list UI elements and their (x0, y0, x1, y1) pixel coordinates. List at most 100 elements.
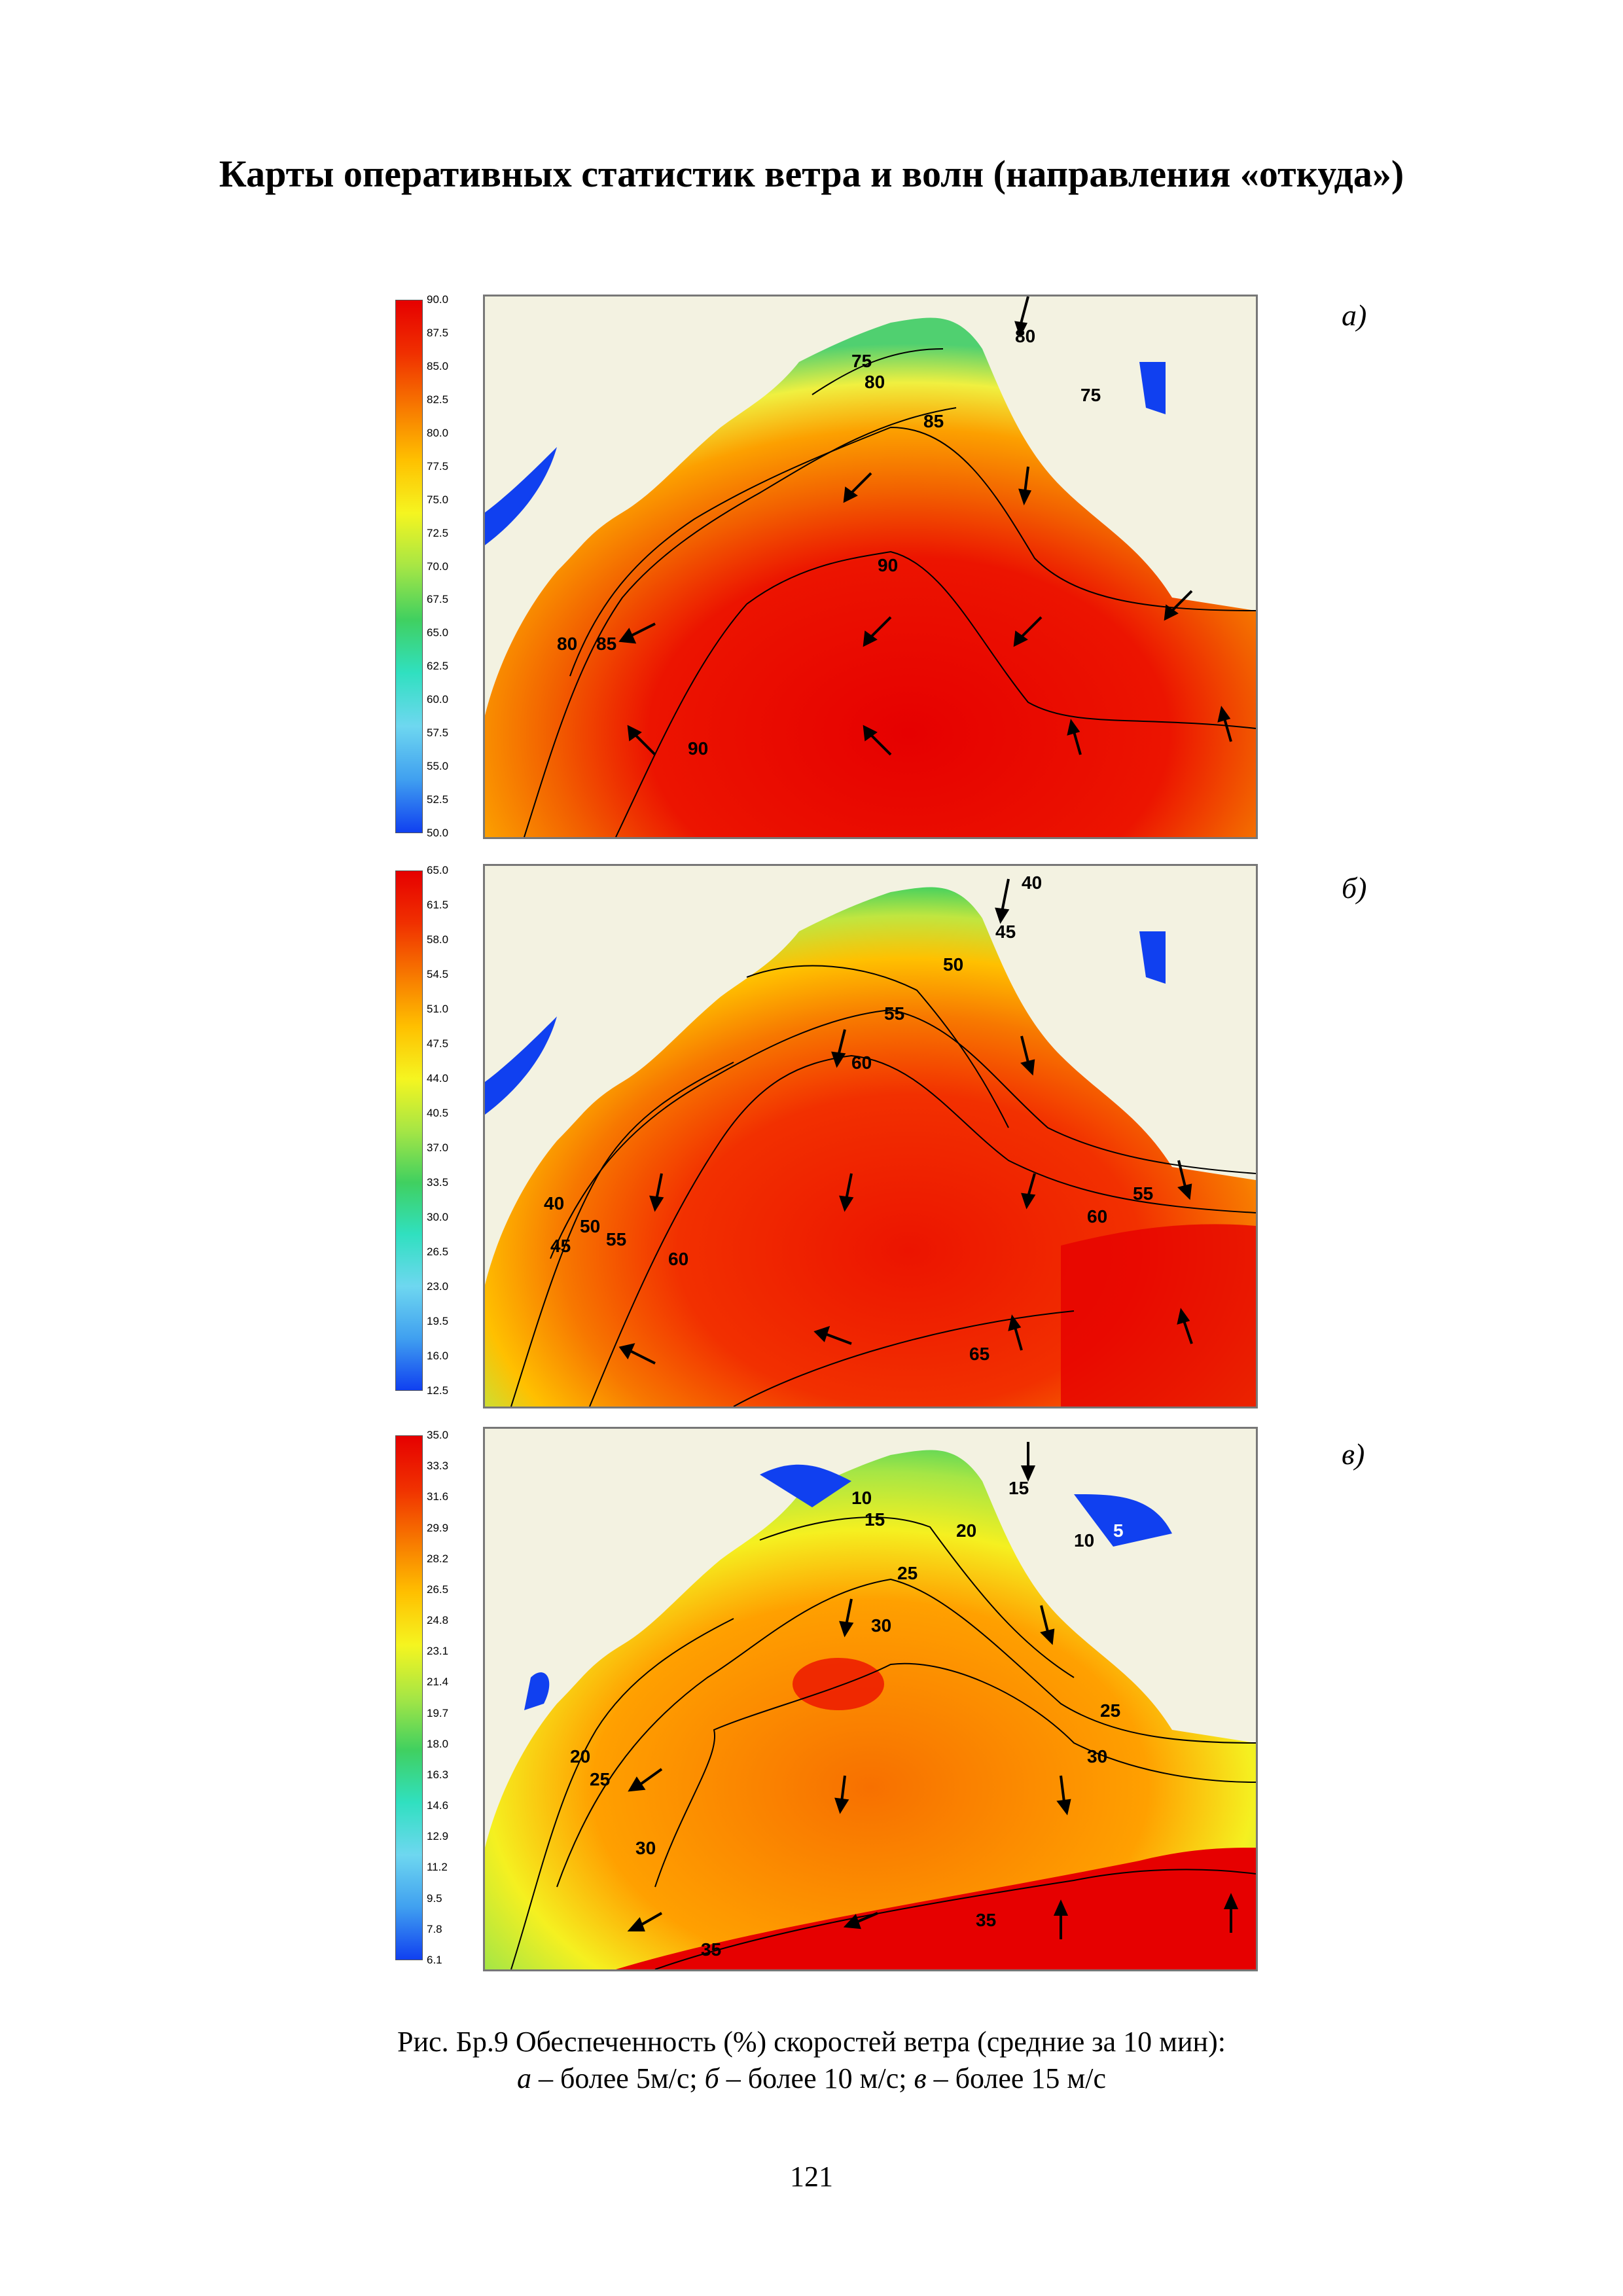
colorbar-tick-label: 28.2 (427, 1552, 449, 1565)
colorbar-tick-label: 90.0 (427, 293, 449, 306)
contour-label: 90 (688, 738, 708, 759)
contour-label: 60 (851, 1052, 872, 1073)
colorbar-tick-label: 12.9 (427, 1830, 449, 1843)
contour-label: 15 (1008, 1478, 1029, 1498)
contour-label: 80 (865, 372, 885, 392)
colorbar-tick-label: 19.7 (427, 1706, 449, 1719)
bay-east (1074, 1494, 1172, 1547)
colorbar-a: 90.0 87.5 85.0 82.5 80.0 77.5 75.0 72.5 70.0 67.5… (395, 293, 448, 839)
contour-label: 35 (701, 1939, 721, 1960)
contour-label: 55 (606, 1229, 626, 1249)
high-zone (616, 1848, 1256, 1969)
colorbar-tick-label: 65.0 (427, 864, 449, 876)
colorbar-tick-label: 30.0 (427, 1211, 449, 1223)
sea-area (485, 1450, 1256, 1969)
colorbar-gradient (395, 1435, 423, 1960)
caption-b-text: – более 10 м/с; (719, 2062, 914, 2094)
contour-label: 85 (596, 634, 616, 654)
colorbar-tick-label: 29.9 (427, 1521, 449, 1534)
colorbar-tick-label: 24.8 (427, 1614, 449, 1627)
page-number: 121 (790, 2161, 833, 2193)
colorbar-tick-label: 23.1 (427, 1645, 449, 1658)
bay-north (760, 1464, 851, 1507)
colorbar-b: 65.0 61.5 58.0 54.5 51.0 47.5 44.0 40.5 37.0 33.5… (395, 864, 448, 1397)
bay-east (1139, 931, 1166, 984)
panel-letter-c: в) (1342, 1437, 1365, 1471)
colorbar-tick-label: 40.5 (427, 1107, 449, 1119)
contour-label: 65 (969, 1344, 990, 1364)
contour-label: 55 (1133, 1183, 1153, 1204)
colorbar-tick-label: 82.5 (427, 393, 449, 406)
colorbar-tick-label: 52.5 (427, 793, 449, 806)
contours-b (510, 965, 1256, 1407)
colorbar-tick-label: 14.6 (427, 1799, 449, 1812)
map-b: 40 45 50 55 60 40 50 45 55 60 55 60 65 (483, 864, 1258, 1408)
colorbar-tick-label: 44.0 (427, 1072, 449, 1085)
contour-labels-c: 10 15 15 20 10 5 25 30 25 30 20 25 30 35… (570, 1478, 1124, 1960)
colorbar-tick-label: 16.3 (427, 1768, 449, 1781)
caption-v-text: – более 15 м/с (926, 2062, 1106, 2094)
colorbar-tick-label: 21.4 (427, 1676, 449, 1689)
colorbar-gradient (395, 300, 423, 833)
panel-letter-a: а) (1342, 298, 1367, 332)
contour-label: 45 (550, 1236, 571, 1256)
caption-v-letter: в (914, 2062, 927, 2094)
colorbar-tick-label: 12.5 (427, 1384, 449, 1397)
colorbar-tick-label: 26.5 (427, 1246, 449, 1258)
colorbar-tick-label: 33.5 (427, 1176, 449, 1189)
colorbar-tick-label: 55.0 (427, 760, 449, 773)
contour-label: 20 (956, 1520, 976, 1541)
colorbar-tick-label: 35.0 (427, 1429, 449, 1441)
colorbar-tick-label: 87.5 (427, 326, 449, 339)
colorbar-tick-label: 37.0 (427, 1141, 449, 1154)
contour-label: 10 (851, 1488, 872, 1508)
contour-labels-b: 40 45 50 55 60 40 50 45 55 60 55 60 65 (544, 872, 1153, 1364)
colorbar-tick-label: 33.3 (427, 1460, 449, 1473)
contour-label: 85 (923, 411, 944, 431)
contour-label: 60 (668, 1249, 688, 1269)
contour-label: 45 (995, 922, 1016, 942)
colorbar-tick-label: 26.5 (427, 1583, 449, 1596)
colorbar-tick-label: 72.5 (427, 526, 449, 539)
contour-label: 75 (1080, 385, 1101, 405)
colorbar-gradient (395, 870, 423, 1391)
map-c-svg: 10 15 15 20 10 5 25 30 25 30 20 25 30 35… (485, 1429, 1256, 1969)
caption-b-letter: б (704, 2062, 719, 2094)
page-title: Карты оперативных статистик ветра и волн… (219, 152, 1404, 195)
bay-west (524, 1672, 550, 1710)
colorbar-tick-label: 85.0 (427, 359, 449, 372)
bay-east (1139, 362, 1166, 414)
colorbar-tick-label: 75.0 (427, 493, 449, 506)
colorbar-tick-label: 7.8 (427, 1922, 442, 1935)
map-a: 75 80 80 75 85 90 80 85 90 (483, 295, 1258, 839)
colorbar-tick-label: 80.0 (427, 426, 449, 439)
contour-label: 35 (976, 1910, 996, 1930)
colorbar-tick-label: 9.5 (427, 1892, 442, 1905)
contour-label: 30 (635, 1838, 656, 1858)
contour-label: 80 (557, 634, 577, 654)
colorbar-tick-label: 62.5 (427, 660, 449, 673)
high-zone (793, 1658, 884, 1710)
colorbar-tick-label: 70.0 (427, 560, 449, 573)
colorbar-tick-label: 23.0 (427, 1280, 449, 1293)
bay-west (485, 447, 557, 545)
colorbar-tick-label: 47.5 (427, 1037, 449, 1050)
colorbar-tick-label: 31.6 (427, 1490, 449, 1503)
colorbar-tick-label: 50.0 (427, 827, 449, 839)
map-b-svg: 40 45 50 55 60 40 50 45 55 60 55 60 65 (485, 866, 1256, 1407)
contour-label: 25 (1100, 1700, 1120, 1721)
colorbar-tick-label: 58.0 (427, 933, 449, 946)
colorbar-tick-label: 54.5 (427, 968, 449, 980)
colorbar-tick-label: 18.0 (427, 1737, 449, 1750)
panel-letter-b: б) (1342, 871, 1367, 905)
colorbar-tick-label: 57.5 (427, 726, 449, 740)
colorbar-tick-label: 19.5 (427, 1315, 449, 1327)
colorbar-tick-label: 77.5 (427, 459, 449, 473)
colorbar-tick-label: 61.5 (427, 899, 449, 911)
wind-arrows-c (627, 1442, 1239, 1939)
colorbar-tick-label: 65.0 (427, 626, 449, 639)
colorbar-tick-label: 16.0 (427, 1350, 449, 1362)
contour-label: 5 (1113, 1520, 1124, 1541)
contour-label: 40 (1022, 872, 1042, 893)
contours-c (510, 1516, 1256, 1969)
